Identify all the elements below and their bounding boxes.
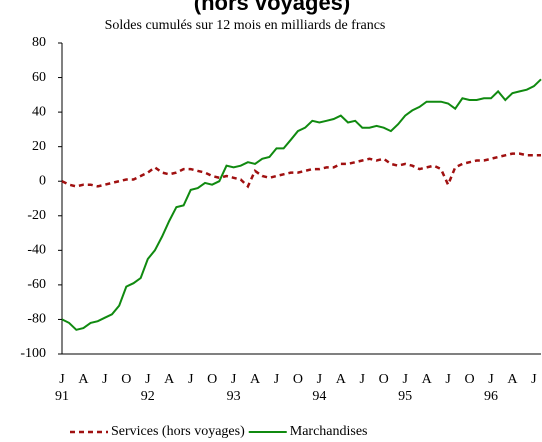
line-series <box>61 78 542 331</box>
x-year-label: 93 <box>227 389 241 404</box>
x-tick-label: J <box>317 372 323 387</box>
x-year-label: 94 <box>312 389 326 404</box>
x-tick-label: A <box>250 372 261 387</box>
x-tick-label: O <box>379 372 389 387</box>
y-tick-label: 0 <box>39 173 46 188</box>
x-year-label: 96 <box>484 389 498 404</box>
x-tick-label: J <box>102 372 108 387</box>
chart-title: (hors voyages) <box>194 0 351 15</box>
y-tick-label: 80 <box>32 35 46 50</box>
x-tick-label: J <box>402 372 408 387</box>
x-tick-label: J <box>531 372 537 387</box>
x-tick-label: A <box>164 372 175 387</box>
y-tick-label: -40 <box>27 243 46 258</box>
x-tick-label: J <box>360 372 366 387</box>
x-tick-label: O <box>464 372 474 387</box>
x-tick-label: A <box>336 372 347 387</box>
chart-subtitle: Soldes cumulés sur 12 mois en milliards … <box>105 18 386 33</box>
x-tick-label: J <box>188 372 194 387</box>
y-tick-label: -80 <box>27 312 46 327</box>
y-tick-label: 40 <box>32 104 46 119</box>
x-tick-label: A <box>78 372 89 387</box>
x-tick-label: J <box>274 372 280 387</box>
x-tick-label: J <box>488 372 494 387</box>
x-year-label: 95 <box>398 389 412 404</box>
y-tick-label: -100 <box>20 346 46 361</box>
x-tick-label: J <box>231 372 237 387</box>
legend-label: Marchandises <box>290 424 368 439</box>
x-year-label: 91 <box>55 389 69 404</box>
x-tick-label: O <box>293 372 303 387</box>
x-tick-label: O <box>121 372 131 387</box>
y-tick-label: 60 <box>32 70 46 85</box>
y-tick-label: -20 <box>27 208 46 223</box>
x-tick-label: A <box>507 372 518 387</box>
y-tick-label: -60 <box>27 277 46 292</box>
legend-label: Services (hors voyages) <box>111 424 245 439</box>
x-year-label: 92 <box>141 389 155 404</box>
x-tick-label: J <box>145 372 151 387</box>
x-tick-label: O <box>207 372 217 387</box>
x-tick-label: J <box>59 372 65 387</box>
line-series <box>61 152 541 189</box>
x-tick-label: A <box>422 372 433 387</box>
x-tick-label: J <box>445 372 451 387</box>
y-tick-label: 20 <box>32 139 46 154</box>
